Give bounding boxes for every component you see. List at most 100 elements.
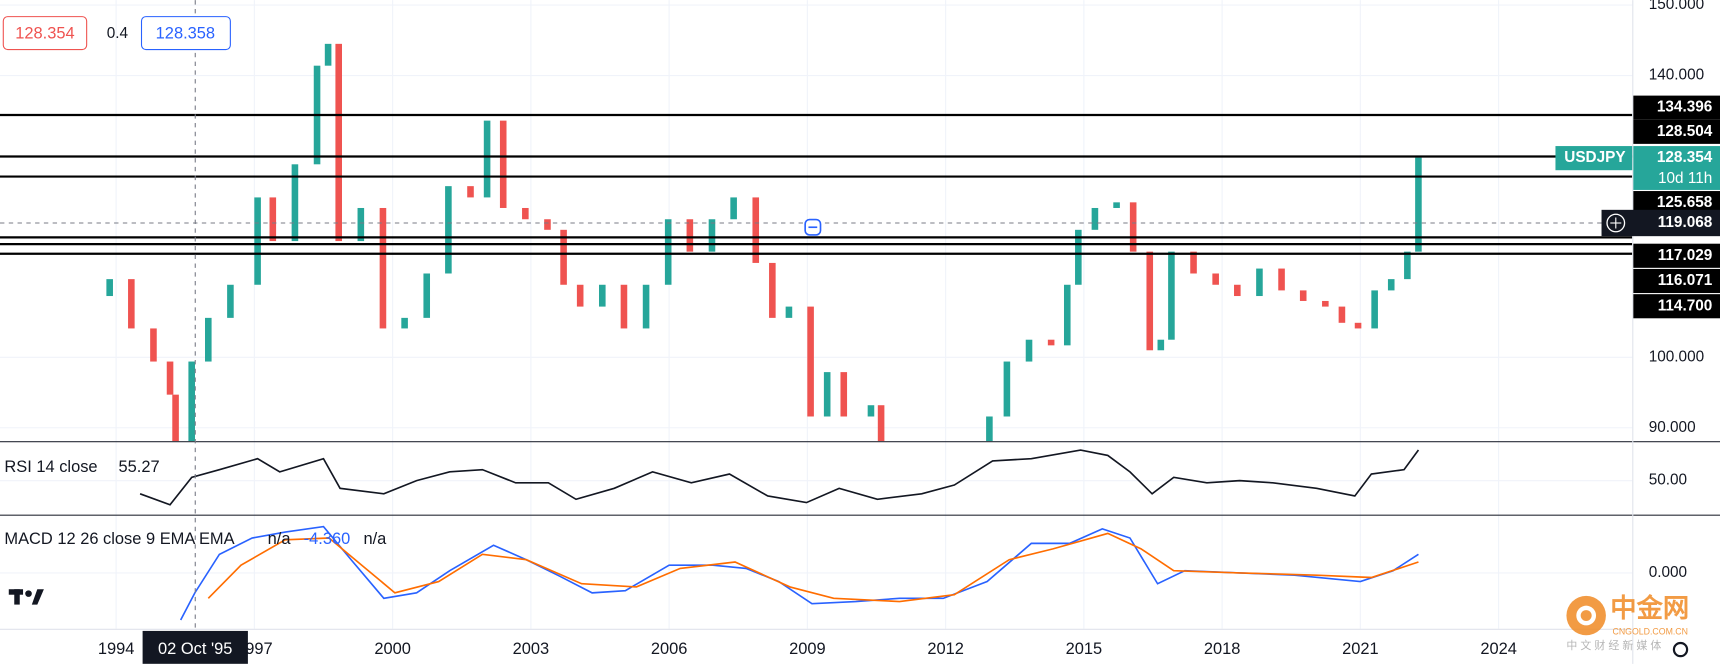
y-tick-label: 100.000 xyxy=(1649,348,1704,365)
candle xyxy=(1047,339,1055,346)
ask-box[interactable] xyxy=(140,16,231,51)
candle xyxy=(1063,284,1071,346)
bid-box[interactable] xyxy=(2,16,88,51)
x-tick-label: 2003 xyxy=(513,640,550,658)
candle xyxy=(686,219,694,252)
x-tick-label: 2000 xyxy=(374,640,411,658)
candle xyxy=(708,219,716,252)
candle xyxy=(205,317,212,362)
candle xyxy=(483,120,491,198)
macd-legend-value: -4.360 xyxy=(304,530,351,548)
candle xyxy=(867,405,875,417)
candle xyxy=(1025,339,1033,362)
x-tick-label: 1994 xyxy=(98,640,135,658)
x-tick-label: 2009 xyxy=(789,640,826,658)
candle xyxy=(986,416,993,442)
candle xyxy=(467,186,474,198)
last-price-box xyxy=(1633,146,1720,190)
level-label-box xyxy=(1633,294,1720,319)
candle xyxy=(401,317,408,329)
candle xyxy=(166,361,174,395)
candle xyxy=(730,197,737,220)
last-price-label: 128.354 xyxy=(1657,149,1713,166)
level-label: 117.029 xyxy=(1658,247,1713,264)
candle xyxy=(1113,202,1120,208)
settings-icon[interactable] xyxy=(1672,641,1689,658)
candle xyxy=(1146,251,1154,351)
candle xyxy=(150,328,157,362)
crosshair-date-box xyxy=(142,630,248,664)
y-tick-label: 90.000 xyxy=(1649,419,1696,436)
indicator-line xyxy=(139,449,1420,506)
level-label-box xyxy=(1633,95,1720,120)
level-label: 128.504 xyxy=(1657,123,1713,140)
candle xyxy=(1157,339,1165,351)
candle xyxy=(106,279,113,297)
candle xyxy=(1091,207,1099,230)
candle xyxy=(324,43,332,66)
candle xyxy=(1075,229,1082,285)
macd-legend-values: n/a -4.360 n/a xyxy=(268,530,388,548)
candle xyxy=(620,284,628,329)
candle xyxy=(807,306,814,417)
candle xyxy=(544,219,551,230)
candle xyxy=(1322,300,1329,307)
x-tick-label: 2018 xyxy=(1204,640,1241,658)
y-tick-label: 150.000 xyxy=(1649,0,1704,13)
macd-legend-value: n/a xyxy=(363,530,387,548)
candle xyxy=(423,273,431,318)
candle xyxy=(1168,251,1175,340)
level-label: 114.700 xyxy=(1658,297,1713,314)
candle xyxy=(1338,306,1346,323)
candle xyxy=(1256,268,1263,297)
level-label-box xyxy=(1633,243,1720,268)
candle xyxy=(576,284,584,307)
x-tick-label: 2012 xyxy=(927,640,964,658)
candle xyxy=(1234,284,1241,297)
y-tick-label: 0.000 xyxy=(1649,564,1687,581)
countdown-label: 10d 11h xyxy=(1658,170,1712,187)
crosshair-price-label: 119.068 xyxy=(1658,214,1713,231)
grid xyxy=(0,0,1633,629)
candle xyxy=(269,197,277,242)
candle xyxy=(642,284,650,329)
candle xyxy=(128,279,135,329)
level-label: 125.658 xyxy=(1657,194,1713,211)
ask-price: 128.358 xyxy=(156,25,215,43)
watermark-site: CNGOLD.COM.CN xyxy=(1613,626,1688,636)
candle xyxy=(1299,290,1307,301)
x-tick-label: 2006 xyxy=(651,640,688,658)
rsi-legend-title: RSI 14 close xyxy=(4,458,97,476)
crosshair-date-label: 02 Oct '95 xyxy=(158,640,232,658)
candle xyxy=(560,229,567,285)
rsi-legend-value: 55.27 xyxy=(118,458,159,476)
candle xyxy=(664,219,672,285)
candle xyxy=(335,43,342,242)
candle xyxy=(1278,268,1285,291)
candle xyxy=(445,186,452,274)
candle xyxy=(357,207,365,242)
x-tick-label: 2024 xyxy=(1480,640,1517,658)
x-tick-label: 2015 xyxy=(1066,640,1103,658)
candle xyxy=(499,120,507,208)
level-label-box xyxy=(1633,119,1720,144)
macd-legend-value: n/a xyxy=(268,530,292,548)
candle xyxy=(1212,273,1219,285)
candle xyxy=(823,372,831,417)
watermark: 中金网 CNGOLD.COM.CN 中 文 财 经 新 媒 体 xyxy=(1566,593,1689,652)
candle xyxy=(785,306,793,318)
x-tick-label: 2021 xyxy=(1342,640,1379,658)
candle xyxy=(877,405,885,442)
indicator-line xyxy=(207,532,1419,603)
candle xyxy=(1354,322,1362,329)
candle xyxy=(1129,202,1137,252)
macd-legend-title: MACD 12 26 close 9 EMA EMA xyxy=(4,530,234,548)
price-pane xyxy=(0,43,1633,442)
candle xyxy=(1404,251,1411,280)
candle xyxy=(291,164,299,242)
bid-price: 128.354 xyxy=(15,25,74,43)
level-label-box xyxy=(1633,268,1720,294)
watermark-name: 中金网 xyxy=(1610,593,1689,623)
candle xyxy=(769,262,776,318)
